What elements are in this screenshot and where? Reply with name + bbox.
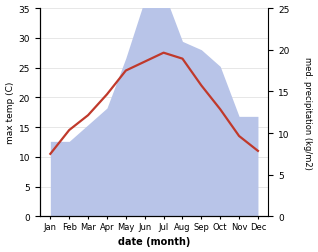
- X-axis label: date (month): date (month): [118, 237, 190, 246]
- Y-axis label: med. precipitation (kg/m2): med. precipitation (kg/m2): [303, 56, 313, 169]
- Y-axis label: max temp (C): max temp (C): [5, 82, 15, 144]
